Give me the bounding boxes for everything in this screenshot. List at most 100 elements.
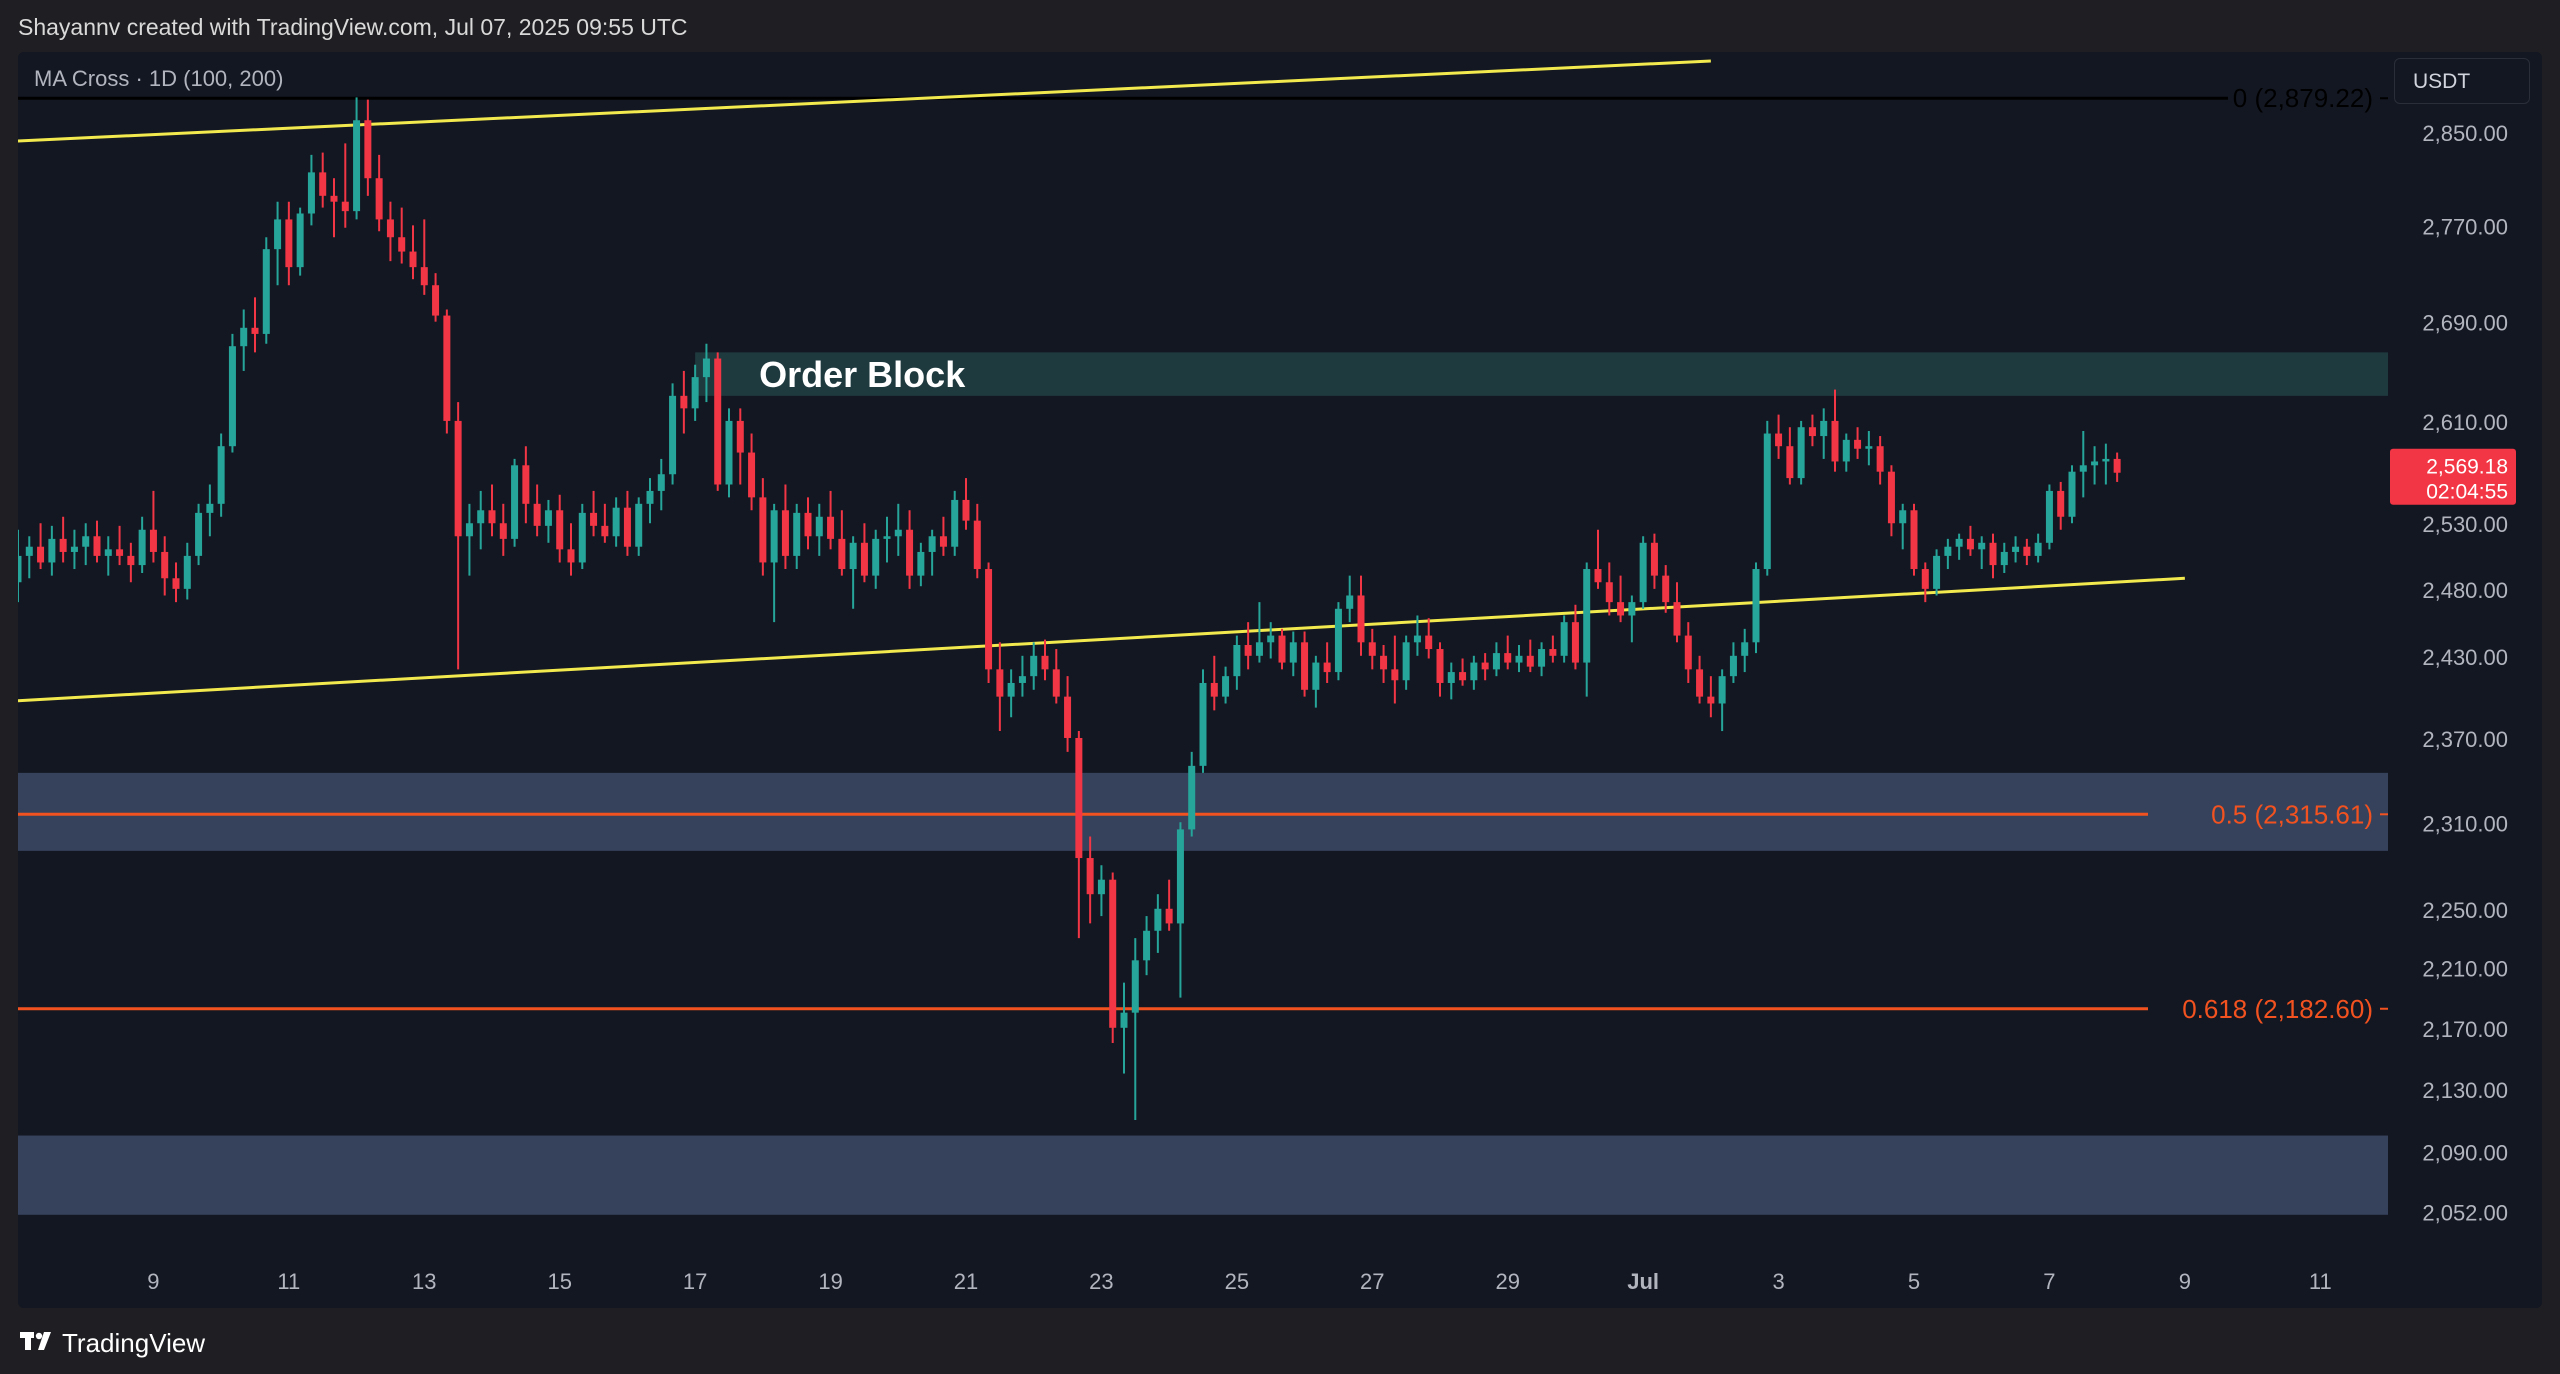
candle-body[interactable] [1741,642,1749,656]
candle-body[interactable] [70,546,78,552]
candle-body[interactable] [1639,542,1647,603]
candle-body[interactable] [2068,471,2076,517]
candle-body[interactable] [544,510,552,526]
candle-body[interactable] [1718,676,1726,704]
candle-body[interactable] [1933,555,1941,589]
candle-body[interactable] [2023,546,2031,556]
candle-body[interactable] [1662,575,1670,603]
candle-body[interactable] [285,219,293,268]
candle-body[interactable] [1165,908,1173,924]
candle-body[interactable] [93,536,101,556]
candle-body[interactable] [341,201,349,212]
candle-body[interactable] [1808,427,1816,437]
candle-body[interactable] [217,446,225,504]
candle-body[interactable] [1673,602,1681,636]
candle-body[interactable] [48,538,56,563]
candle-body[interactable] [623,507,631,547]
candle-body[interactable] [996,669,1004,697]
candle-body[interactable] [1538,649,1546,667]
candle-body[interactable] [556,510,564,550]
candle-body[interactable] [1899,510,1907,524]
candle-body[interactable] [1459,672,1467,681]
candle-body[interactable] [1650,542,1658,576]
candle-body[interactable] [1628,602,1636,616]
candlestick-chart[interactable]: Order Block 0 (2,879.22) 0.5 (2,315.61) 0.6… [18,52,2542,1308]
candle-body[interactable] [1075,737,1083,859]
candle-body[interactable] [827,516,835,539]
candle-body[interactable] [206,503,214,513]
candle-body[interactable] [1143,930,1151,961]
candle-body[interactable] [1707,696,1715,704]
candle-body[interactable] [1492,653,1500,670]
candle-body[interactable] [1729,655,1737,677]
candle-body[interactable] [872,538,880,576]
candle-body[interactable] [1255,642,1263,656]
candle-body[interactable] [25,546,33,556]
candle-body[interactable] [1617,602,1625,616]
candle-body[interactable] [1233,645,1241,677]
candle-body[interactable] [82,536,90,547]
candle-body[interactable] [951,499,959,547]
candle-body[interactable] [1391,669,1399,681]
candle-body[interactable] [274,219,282,250]
candle-body[interactable] [669,395,677,475]
candle-body[interactable] [883,536,891,539]
candle-body[interactable] [578,512,586,563]
candle-body[interactable] [1007,682,1015,697]
candle-body[interactable] [1775,433,1783,447]
candle-body[interactable] [917,551,925,576]
candle-body[interactable] [590,512,598,526]
candle-body[interactable] [601,525,609,537]
candle-body[interactable] [1210,682,1218,697]
candle-body[interactable] [1154,908,1162,931]
candle-body[interactable] [116,549,124,556]
candle-body[interactable] [1966,538,1974,550]
candle-body[interactable] [127,555,135,566]
candle-body[interactable] [1041,655,1049,670]
candle-body[interactable] [1887,471,1895,524]
candle-body[interactable] [1413,635,1421,643]
candle-body[interactable] [1097,879,1105,895]
candle-body[interactable] [296,213,304,268]
candle-body[interactable] [973,520,981,570]
candle-body[interactable] [1842,439,1850,462]
candle-body[interactable] [386,219,394,238]
candle-body[interactable] [1865,446,1873,449]
candle-body[interactable] [432,285,440,316]
candle-body[interactable] [1786,446,1794,479]
candle-body[interactable] [1594,569,1602,583]
order-block-zone[interactable] [695,352,2389,396]
candle-body[interactable] [195,512,203,556]
candle-body[interactable] [499,523,507,539]
candle-body[interactable] [1989,542,1997,566]
candle-body[interactable] [330,195,338,202]
candle-body[interactable] [409,251,417,268]
candle-body[interactable] [1267,635,1275,643]
candle-body[interactable] [183,555,191,589]
candle-body[interactable] [1831,420,1839,462]
support-zone-1[interactable] [18,772,2388,851]
candle-body[interactable] [1289,642,1297,663]
candle-body[interactable] [18,555,22,583]
candle-body[interactable] [1312,662,1320,690]
candle-body[interactable] [2091,461,2099,466]
candle-body[interactable] [1323,662,1331,673]
candle-body[interactable] [1131,960,1139,1013]
candle-body[interactable] [1086,858,1094,895]
candle-body[interactable] [454,420,462,537]
candle-body[interactable] [1504,653,1512,663]
candle-body[interactable] [2045,490,2053,543]
candle-body[interactable] [1109,879,1117,1028]
candle-body[interactable] [398,237,406,252]
candle-body[interactable] [1583,569,1591,663]
candle-body[interactable] [1820,420,1828,437]
candle-body[interactable] [161,551,169,579]
candle-body[interactable] [770,510,778,563]
candle-body[interactable] [172,578,180,589]
candle-body[interactable] [2012,546,2020,552]
candle-body[interactable] [1425,635,1433,650]
candle-body[interactable] [307,172,315,214]
candle-body[interactable] [1334,608,1342,673]
candle-body[interactable] [1301,642,1309,690]
candle-body[interactable] [567,549,575,563]
